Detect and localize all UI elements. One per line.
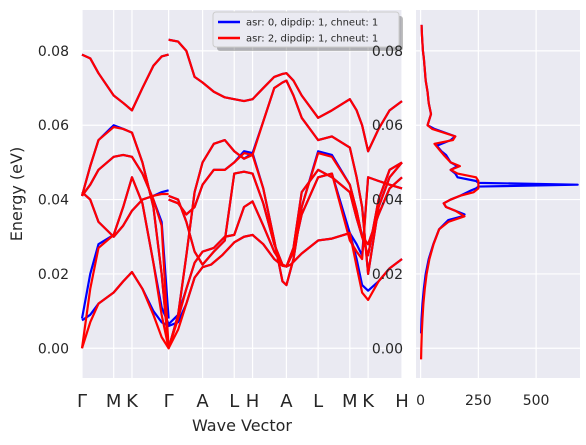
legend: asr: 0, dipdip: 1, chneut: 1 asr: 2, dip…: [212, 11, 403, 51]
dos-y-tick-label: 0.02: [372, 267, 403, 283]
band-x-tick-label: A: [280, 391, 293, 412]
y-axis-label: Energy (eV): [7, 147, 26, 241]
dos-curve-asr2: [419, 24, 480, 360]
band-x-tick-label: A: [196, 391, 209, 412]
band-x-tick-label: Γ: [77, 391, 87, 412]
band-x-tick-label: L: [229, 391, 239, 412]
dos-y-tick-label: 0.08: [372, 44, 403, 60]
band-x-tick-label: K: [126, 391, 139, 412]
band-x-tick-label: M: [106, 391, 122, 412]
dos-y-tick-label: 0.06: [372, 118, 403, 134]
band-y-tick-label: 0.04: [38, 193, 69, 209]
band-plot-background: [82, 10, 402, 378]
band-x-tick-label: M: [342, 391, 358, 412]
band-branch-asr2: [81, 191, 169, 238]
legend-label-asr2: asr: 2, dipdip: 1, chneut: 1: [246, 34, 378, 45]
dos-plot-background: [416, 10, 580, 378]
dos-y-tick-label: 0.04: [372, 193, 403, 209]
band-branch-asr2: [167, 79, 403, 349]
band-x-tick-label: L: [313, 391, 323, 412]
dos-panel: 0.00 0.02 0.04 0.06 0.08 0 250 500: [372, 10, 580, 409]
dos-y-tick-label: 0.00: [372, 341, 403, 357]
band-branch-asr2: [80, 125, 170, 349]
band-y-tick-label: 0.06: [38, 118, 69, 134]
band-x-tick-label: H: [395, 391, 409, 412]
dos-x-tick-label: 250: [465, 393, 492, 409]
band-x-tick-label: K: [362, 391, 375, 412]
dos-x-tick-label: 0: [416, 393, 425, 409]
x-axis-label: Wave Vector: [192, 416, 292, 435]
band-branch-asr2: [81, 53, 169, 112]
band-branch-asr2: [80, 231, 403, 350]
band-branch-asr2: [80, 172, 403, 350]
band-branch-asr2: [168, 152, 403, 287]
band-branch-asr2: [168, 38, 403, 153]
band-x-tick-label: Γ: [164, 391, 174, 412]
legend-frame: [212, 11, 400, 48]
band-branch-asr2: [81, 153, 170, 349]
legend-label-asr0: asr: 0, dipdip: 1, chneut: 1: [246, 18, 378, 29]
band-y-tick-label: 0.00: [38, 341, 69, 357]
dos-x-tick-label: 500: [523, 393, 550, 409]
band-y-tick-label: 0.08: [38, 44, 69, 60]
band-x-tick-label: H: [246, 391, 260, 412]
band-y-tick-label: 0.02: [38, 267, 69, 283]
